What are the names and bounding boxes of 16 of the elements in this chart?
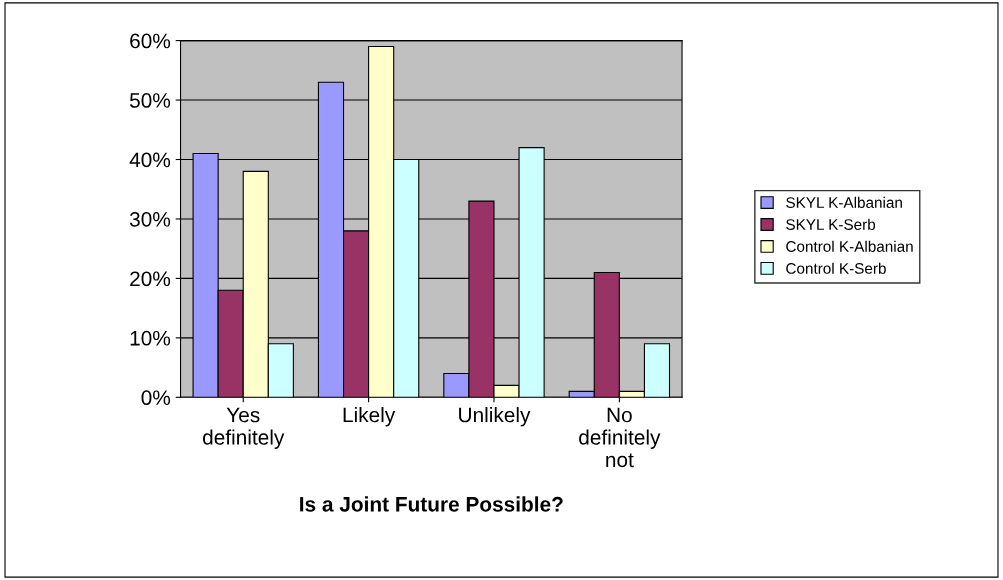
- legend-label: SKYL K-Serb: [786, 218, 876, 230]
- y-tick-label: 50%: [129, 93, 171, 108]
- x-tick-label: Likely: [343, 407, 396, 427]
- legend-label: Control K-Albanian: [786, 240, 913, 252]
- y-tick-label: 30%: [129, 211, 171, 227]
- y-tick-label: 0%: [141, 390, 171, 406]
- x-tick-label: Unlikely: [459, 407, 531, 427]
- legend-label: Control K-Serb: [786, 262, 886, 274]
- x-tick-label: No definitely not: [579, 407, 661, 468]
- x-tick-label: Yes definitely: [202, 407, 285, 449]
- y-tick-label: 20%: [130, 271, 171, 287]
- y-tick-label: 10%: [130, 330, 171, 346]
- legend-label: SKYL K-Albanian: [786, 196, 902, 208]
- x-axis-title: Is a Joint Future Possible?: [300, 496, 563, 512]
- y-tick-label: 60%: [130, 33, 171, 49]
- y-tick-label: 40%: [129, 152, 171, 168]
